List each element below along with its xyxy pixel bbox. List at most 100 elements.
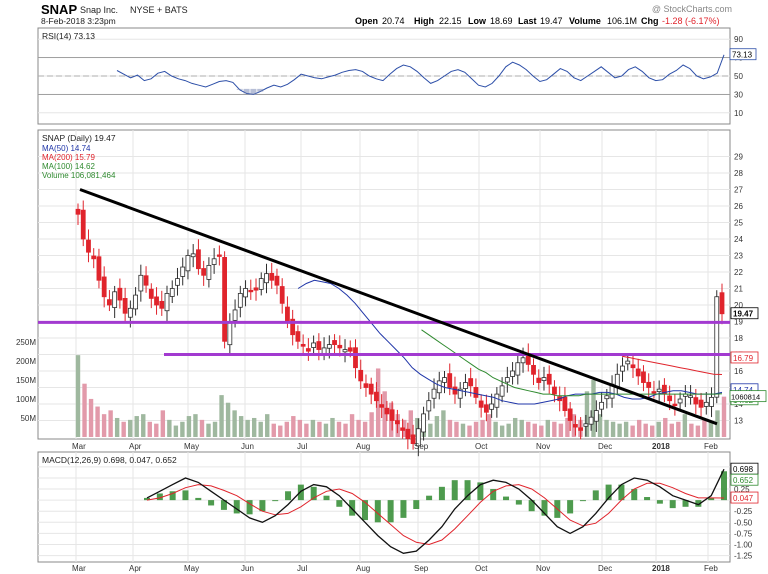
rsi-oversold-fill: [243, 88, 250, 94]
volume-bar: [167, 419, 172, 437]
open-value: 20.74: [382, 16, 405, 26]
volume-bar: [539, 425, 544, 437]
price-tick-label: 26: [734, 202, 743, 211]
candle-body: [457, 388, 463, 399]
volume-bar: [689, 423, 694, 437]
volume-bar: [545, 419, 551, 437]
month-label: Nov: [536, 442, 550, 451]
candle-body: [290, 318, 296, 336]
macd-histogram-bar: [336, 500, 343, 507]
rsi-tick-label: 30: [734, 90, 743, 99]
month-label-bottom: Jul: [297, 564, 307, 573]
volume-bar: [349, 414, 355, 437]
candle-body: [400, 427, 406, 431]
macd-histogram-bar: [246, 500, 253, 515]
company-name: Snap Inc.: [80, 5, 118, 15]
volume-bar: [317, 421, 322, 437]
candle-body: [264, 273, 269, 284]
candle-body: [426, 400, 432, 412]
volume-bar: [212, 421, 218, 437]
volume-value: 106.1M: [607, 16, 637, 26]
volume-bar: [493, 421, 498, 437]
volume-bar: [656, 421, 661, 437]
volume-bar: [597, 414, 603, 437]
candle-body: [489, 403, 495, 410]
quote-bar: Open 20.74 High 22.15 Low 18.69 Last 19.…: [355, 16, 720, 26]
candle-body: [258, 278, 264, 290]
volume-bar: [552, 421, 557, 437]
macd-badge-text: 0.047: [733, 494, 754, 503]
volume-bar: [75, 355, 81, 437]
candle-body: [677, 398, 683, 404]
macd-histogram-bar: [503, 496, 510, 501]
candle-body: [332, 340, 337, 345]
price-tick-label: 20: [734, 301, 743, 310]
candle-body: [169, 288, 175, 297]
volume-bar: [206, 423, 211, 437]
month-label-bottom: Nov: [536, 564, 550, 573]
candle-body: [237, 293, 243, 308]
candle-body: [562, 396, 568, 412]
candle-body: [583, 423, 589, 427]
volume-tick-label: 250M: [16, 338, 36, 347]
price-tick-label: 25: [734, 219, 743, 228]
volume-bar: [415, 417, 420, 437]
candle-body: [593, 410, 599, 422]
candle-body: [599, 401, 604, 410]
candle-body: [646, 381, 652, 388]
price-legend: SNAP (Daily) 19.47: [42, 133, 116, 143]
volume-bar: [584, 391, 590, 437]
axis-layer: 907050301073.132928272625242322212019181…: [16, 35, 767, 573]
rsi-oversold-fill: [250, 88, 257, 95]
volume-bar: [610, 421, 616, 437]
volume-bar: [362, 421, 368, 437]
volume-bar: [128, 419, 133, 437]
price-tick-label: 27: [734, 186, 743, 195]
price-badge: [730, 307, 759, 320]
month-label: May: [184, 442, 199, 451]
macd-histogram-bar: [579, 500, 586, 502]
volume-bar: [336, 421, 342, 437]
candle-body: [201, 268, 207, 276]
chg-label: Chg: [641, 16, 659, 26]
volume-bar: [291, 416, 296, 437]
macd-histogram-bar: [272, 500, 279, 502]
candle-body: [667, 395, 673, 402]
volume-bar: [669, 423, 674, 437]
volume-bar: [650, 425, 655, 437]
candle-body: [620, 365, 625, 372]
candle-body: [91, 255, 97, 260]
macd-tick-label: -0.75: [734, 529, 753, 538]
macd-histogram-bar: [323, 495, 330, 501]
volume-bar: [375, 368, 381, 437]
chart-date: 8-Feb-2018 3:23pm: [41, 16, 116, 26]
candle-body: [248, 289, 254, 293]
volume-badge-text: 1060814: [731, 393, 760, 402]
chg-value: -1.28 (-6.17%): [662, 16, 720, 26]
ma100-line: [421, 329, 723, 397]
macd-tick-label: -0.50: [734, 518, 753, 527]
candle-body: [541, 377, 547, 381]
volume-bar: [708, 421, 714, 437]
candle-body: [269, 272, 275, 281]
volume-bar: [663, 417, 668, 437]
candle-body: [546, 373, 552, 385]
candle-body: [101, 276, 107, 298]
candle-body: [520, 357, 526, 364]
candle-body: [148, 288, 154, 299]
month-label-bottom: Dec: [598, 564, 612, 573]
macd-signal-line: [146, 482, 725, 546]
downtrend-line: [79, 188, 718, 426]
candle-body: [567, 408, 573, 421]
macd-histogram-bar: [631, 489, 638, 501]
volume-bar: [506, 423, 511, 437]
candle-body: [353, 347, 358, 369]
volume-bar: [695, 425, 701, 437]
candle-body: [384, 407, 390, 415]
volume-bar: [369, 412, 374, 437]
candle-body: [342, 349, 348, 353]
candle-body: [468, 378, 474, 387]
volume-bar: [238, 416, 244, 437]
macd-line: [146, 468, 725, 554]
